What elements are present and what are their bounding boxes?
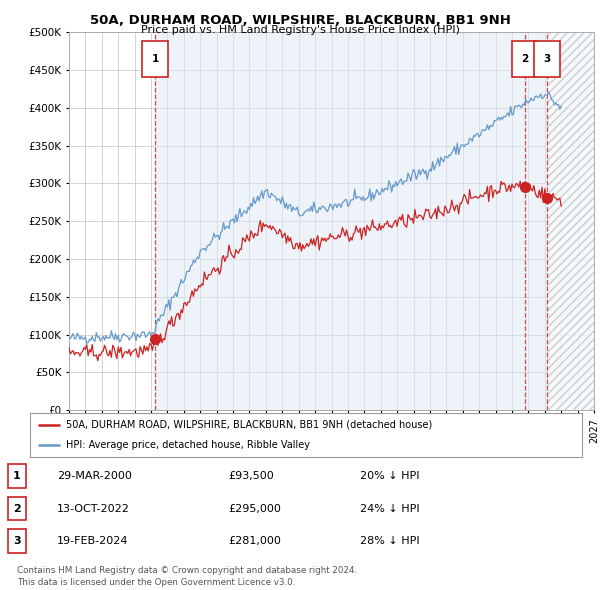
Text: 29-MAR-2000: 29-MAR-2000 [57, 471, 132, 481]
Text: £281,000: £281,000 [228, 536, 281, 546]
Text: HPI: Average price, detached house, Ribble Valley: HPI: Average price, detached house, Ribb… [66, 440, 310, 450]
Text: Contains HM Land Registry data © Crown copyright and database right 2024.
This d: Contains HM Land Registry data © Crown c… [17, 566, 357, 587]
Text: 3: 3 [13, 536, 20, 546]
Text: 19-FEB-2024: 19-FEB-2024 [57, 536, 128, 546]
Text: 1: 1 [13, 471, 20, 481]
FancyBboxPatch shape [535, 41, 560, 77]
Text: 13-OCT-2022: 13-OCT-2022 [57, 504, 130, 513]
Text: 24% ↓ HPI: 24% ↓ HPI [360, 504, 419, 513]
Text: 50A, DURHAM ROAD, WILPSHIRE, BLACKBURN, BB1 9NH (detached house): 50A, DURHAM ROAD, WILPSHIRE, BLACKBURN, … [66, 420, 432, 430]
Text: 28% ↓ HPI: 28% ↓ HPI [360, 536, 419, 546]
Text: 1: 1 [151, 54, 158, 64]
Bar [155, 32, 594, 410]
Text: 20% ↓ HPI: 20% ↓ HPI [360, 471, 419, 481]
Text: Price paid vs. HM Land Registry's House Price Index (HPI): Price paid vs. HM Land Registry's House … [140, 25, 460, 35]
Text: £295,000: £295,000 [228, 504, 281, 513]
FancyBboxPatch shape [512, 41, 538, 77]
FancyBboxPatch shape [142, 41, 167, 77]
Text: £93,500: £93,500 [228, 471, 274, 481]
Bar [547, 32, 594, 410]
Text: 2: 2 [13, 504, 20, 513]
Text: 2: 2 [521, 54, 529, 64]
Text: 50A, DURHAM ROAD, WILPSHIRE, BLACKBURN, BB1 9NH: 50A, DURHAM ROAD, WILPSHIRE, BLACKBURN, … [89, 14, 511, 27]
Text: 3: 3 [543, 54, 551, 64]
